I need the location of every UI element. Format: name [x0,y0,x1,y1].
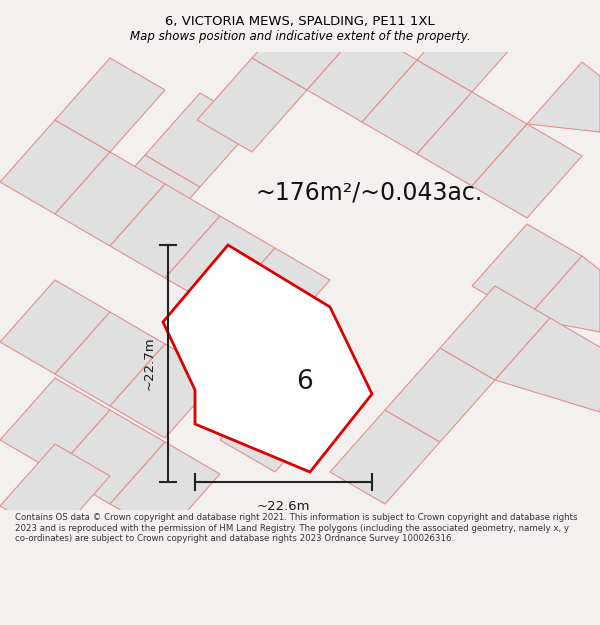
Polygon shape [220,248,330,342]
Text: Contains OS data © Crown copyright and database right 2021. This information is : Contains OS data © Crown copyright and d… [15,514,577,543]
Polygon shape [0,120,110,214]
Polygon shape [472,224,582,318]
Polygon shape [417,0,527,92]
Text: ~22.7m: ~22.7m [143,337,156,390]
Polygon shape [55,58,165,152]
Polygon shape [110,184,220,278]
Polygon shape [220,378,330,472]
Polygon shape [0,280,110,374]
Polygon shape [55,312,165,406]
Polygon shape [55,410,165,504]
Text: 6: 6 [296,369,313,395]
Polygon shape [527,62,600,132]
Polygon shape [145,93,255,187]
Polygon shape [197,58,307,152]
Polygon shape [110,442,220,536]
Text: ~22.6m: ~22.6m [257,500,310,513]
Polygon shape [0,378,110,472]
Text: 6, VICTORIA MEWS, SPALDING, PE11 1XL: 6, VICTORIA MEWS, SPALDING, PE11 1XL [165,16,435,28]
Polygon shape [472,124,582,218]
Text: ~176m²/~0.043ac.: ~176m²/~0.043ac. [255,180,482,204]
Polygon shape [55,152,165,246]
Polygon shape [0,444,110,538]
Polygon shape [163,245,372,472]
Polygon shape [110,344,220,438]
Polygon shape [385,348,495,442]
Polygon shape [307,28,417,122]
Polygon shape [252,0,362,90]
Polygon shape [417,92,527,186]
Polygon shape [495,318,600,412]
Polygon shape [362,60,472,154]
Polygon shape [440,286,550,380]
Polygon shape [330,410,440,504]
Polygon shape [527,256,600,332]
Text: Map shows position and indicative extent of the property.: Map shows position and indicative extent… [130,30,470,43]
Polygon shape [165,216,275,310]
Polygon shape [90,155,200,249]
